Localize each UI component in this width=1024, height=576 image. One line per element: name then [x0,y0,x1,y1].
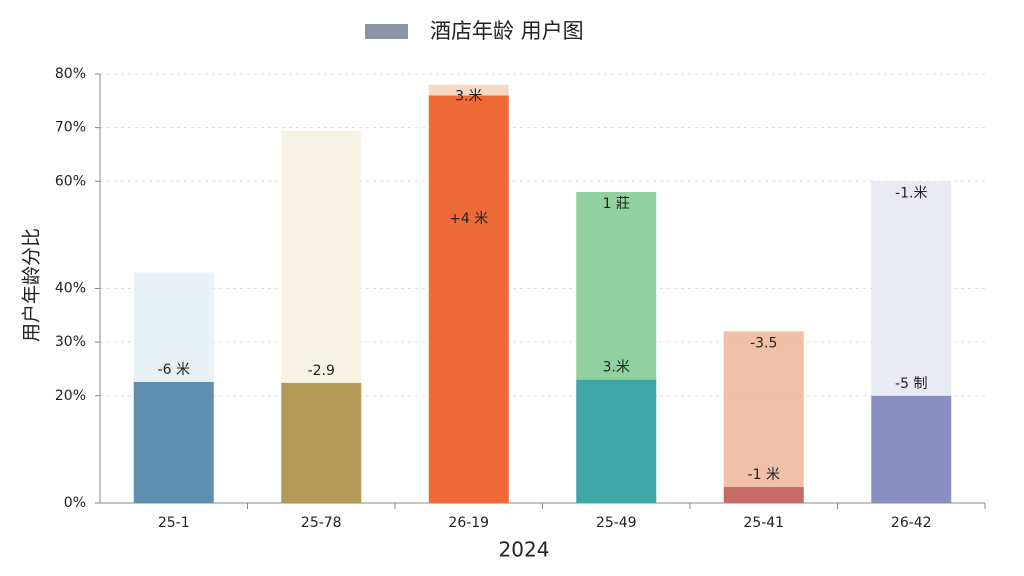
bar [281,382,362,503]
y-tick-label: 0% [64,495,86,511]
x-tick-label: 26-19 [448,515,489,531]
legend-swatch [365,24,408,39]
bar-label: -3.5 [750,335,777,351]
y-tick-label: 20% [55,388,86,404]
y-tick-label: 30% [55,334,86,350]
bar-upper [133,272,214,382]
bar-label: +4 米 [449,211,488,227]
x-tick-label: 25-41 [743,515,784,531]
bar [576,379,657,503]
y-axis-title: 用户年龄分比 [21,228,43,342]
bar [133,381,214,503]
legend-label: 酒店年龄 用户图 [430,19,584,43]
bar-label: -2.9 [308,363,335,379]
x-axis-title: 2024 [499,538,550,562]
x-tick-label: 25-49 [596,515,637,531]
bar-label: 1 莊 [603,196,630,212]
bar-label: 3.米 [603,360,630,376]
y-tick-label: 40% [55,281,86,297]
x-tick-label: 26-42 [891,515,932,531]
bar [723,486,804,503]
bar-label: -1.米 [895,185,927,201]
bar-label: -6 米 [158,362,190,378]
bar-upper [723,331,804,487]
bar-label: -1 米 [748,467,780,483]
y-tick-label: 60% [55,173,86,189]
bar-label: 3.米 [455,89,482,105]
x-tick-label: 25-78 [301,515,342,531]
bar [871,395,952,503]
bar-label: -5 制 [895,376,927,392]
bar-upper [428,84,509,96]
bar [428,95,509,503]
x-tick-label: 25-1 [158,515,190,531]
bar-upper [871,181,952,396]
bar-upper [576,191,657,380]
y-tick-label: 80% [55,66,86,82]
y-tick-label: 70% [55,120,86,136]
bar-upper [281,130,362,383]
